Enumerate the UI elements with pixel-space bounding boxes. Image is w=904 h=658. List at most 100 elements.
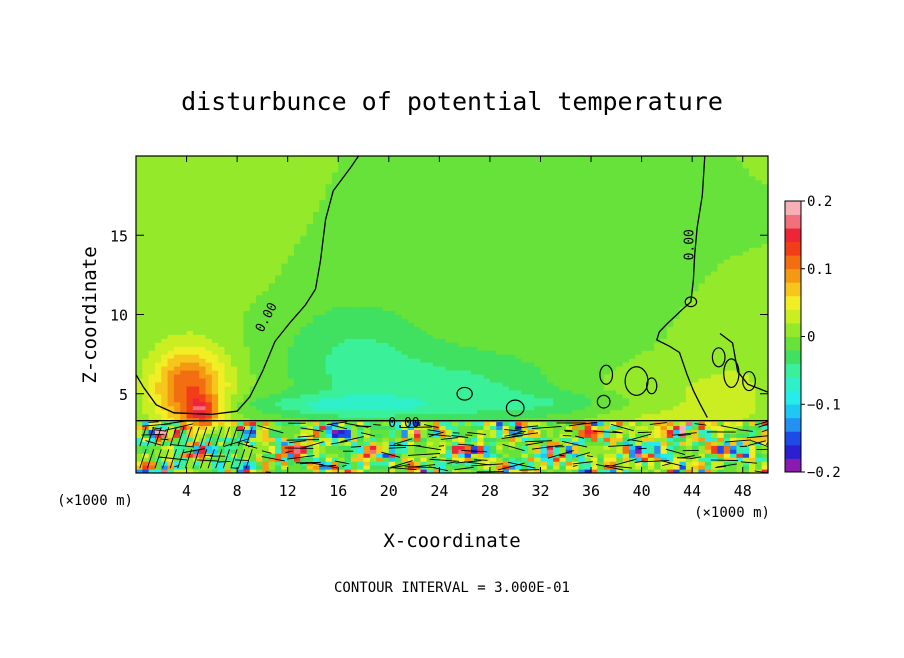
heatmap-cell [192, 338, 200, 343]
heatmap-cell [439, 187, 447, 193]
heatmap-cell [382, 290, 390, 296]
heatmap-cell [230, 235, 238, 240]
heatmap-cell [502, 457, 510, 462]
heatmap-cell [508, 306, 516, 312]
heatmap-cell [186, 247, 194, 252]
heatmap-cell [224, 421, 232, 427]
heatmap-cell [136, 247, 143, 252]
heatmap-cell [300, 282, 308, 288]
heatmap-cell [452, 223, 459, 228]
heatmap-cell [275, 247, 282, 252]
heatmap-cell [445, 413, 453, 419]
heatmap-cell [205, 409, 213, 415]
heatmap-cell [382, 207, 390, 213]
heatmap-cell [243, 255, 251, 260]
heatmap-cell [230, 342, 238, 347]
heatmap-cell [395, 223, 403, 228]
heatmap-cell [287, 453, 295, 458]
heatmap-cell [426, 247, 434, 252]
heatmap-cell [205, 413, 213, 419]
heatmap-cell [439, 255, 447, 260]
heatmap-cell [344, 469, 352, 473]
heatmap-cell [382, 453, 390, 458]
heatmap-cell [350, 366, 358, 371]
heatmap-cell [161, 369, 169, 375]
heatmap-cell [173, 235, 181, 240]
heatmap-cell [319, 429, 327, 434]
heatmap-cell [325, 362, 333, 367]
heatmap-cell [439, 326, 447, 331]
heatmap-cell [161, 255, 169, 260]
heatmap-cell [515, 274, 523, 280]
heatmap-cell [148, 318, 156, 324]
heatmap-cell [395, 290, 403, 296]
heatmap-cell [249, 385, 257, 391]
heatmap-cell [211, 465, 219, 470]
heatmap-cell [173, 389, 181, 395]
heatmap-cell [414, 247, 421, 252]
heatmap-cell [300, 322, 308, 327]
heatmap-cell [376, 274, 384, 280]
heatmap-cell [382, 354, 390, 359]
heatmap-cell [180, 259, 188, 264]
heatmap-cell [199, 354, 207, 359]
heatmap-cell [211, 219, 219, 224]
heatmap-cell [211, 231, 219, 236]
heatmap-cell [325, 302, 333, 308]
heatmap-cell [205, 195, 213, 201]
heatmap-cell [496, 409, 504, 415]
heatmap-cell [256, 377, 263, 383]
heatmap-cell [211, 195, 219, 201]
heatmap-cell [154, 215, 162, 220]
heatmap-cell [445, 231, 453, 236]
heatmap-cell [237, 457, 245, 462]
heatmap-cell [268, 211, 276, 217]
heatmap-cell [414, 215, 421, 220]
heatmap-cell [527, 405, 535, 411]
heatmap-cell [369, 318, 377, 324]
heatmap-cell [268, 393, 276, 399]
heatmap-cell [515, 262, 523, 268]
heatmap-cell [161, 314, 169, 320]
heatmap-cell [312, 354, 320, 359]
heatmap-cell [136, 318, 143, 324]
heatmap-cell [407, 290, 415, 296]
heatmap-cell [306, 342, 314, 347]
heatmap-cell [218, 350, 226, 355]
heatmap-cell [230, 350, 238, 355]
heatmap-cell [414, 377, 421, 383]
heatmap-cell [515, 457, 523, 462]
heatmap-cell [515, 227, 523, 232]
heatmap-cell [382, 393, 390, 399]
heatmap-cell [338, 203, 346, 209]
heatmap-cell [287, 231, 295, 236]
heatmap-cell [369, 326, 377, 331]
heatmap-cell [199, 183, 207, 189]
heatmap-cell [363, 235, 371, 240]
heatmap-cell [502, 413, 510, 419]
heatmap-cell [344, 433, 352, 438]
heatmap-cell [338, 175, 346, 181]
heatmap-cell [281, 350, 289, 355]
heatmap-cell [287, 421, 295, 427]
heatmap-cell [262, 421, 270, 427]
heatmap-cell [262, 342, 270, 347]
heatmap-cell [312, 211, 320, 217]
heatmap-cell [433, 318, 440, 324]
heatmap-cell [173, 334, 181, 339]
heatmap-cell [496, 366, 504, 371]
heatmap-cell [470, 421, 478, 427]
heatmap-cell [300, 457, 308, 462]
heatmap-cell [527, 397, 535, 403]
heatmap-cell [136, 255, 143, 260]
heatmap-cell [508, 417, 516, 423]
heatmap-cell [161, 385, 169, 391]
heatmap-cell [388, 195, 396, 201]
heatmap-cell [306, 211, 314, 217]
heatmap-cell [426, 163, 434, 169]
heatmap-cell [275, 314, 282, 320]
heatmap-cell [211, 187, 219, 193]
heatmap-cell [148, 405, 156, 411]
heatmap-cell [344, 270, 352, 276]
heatmap-cell [325, 255, 333, 260]
